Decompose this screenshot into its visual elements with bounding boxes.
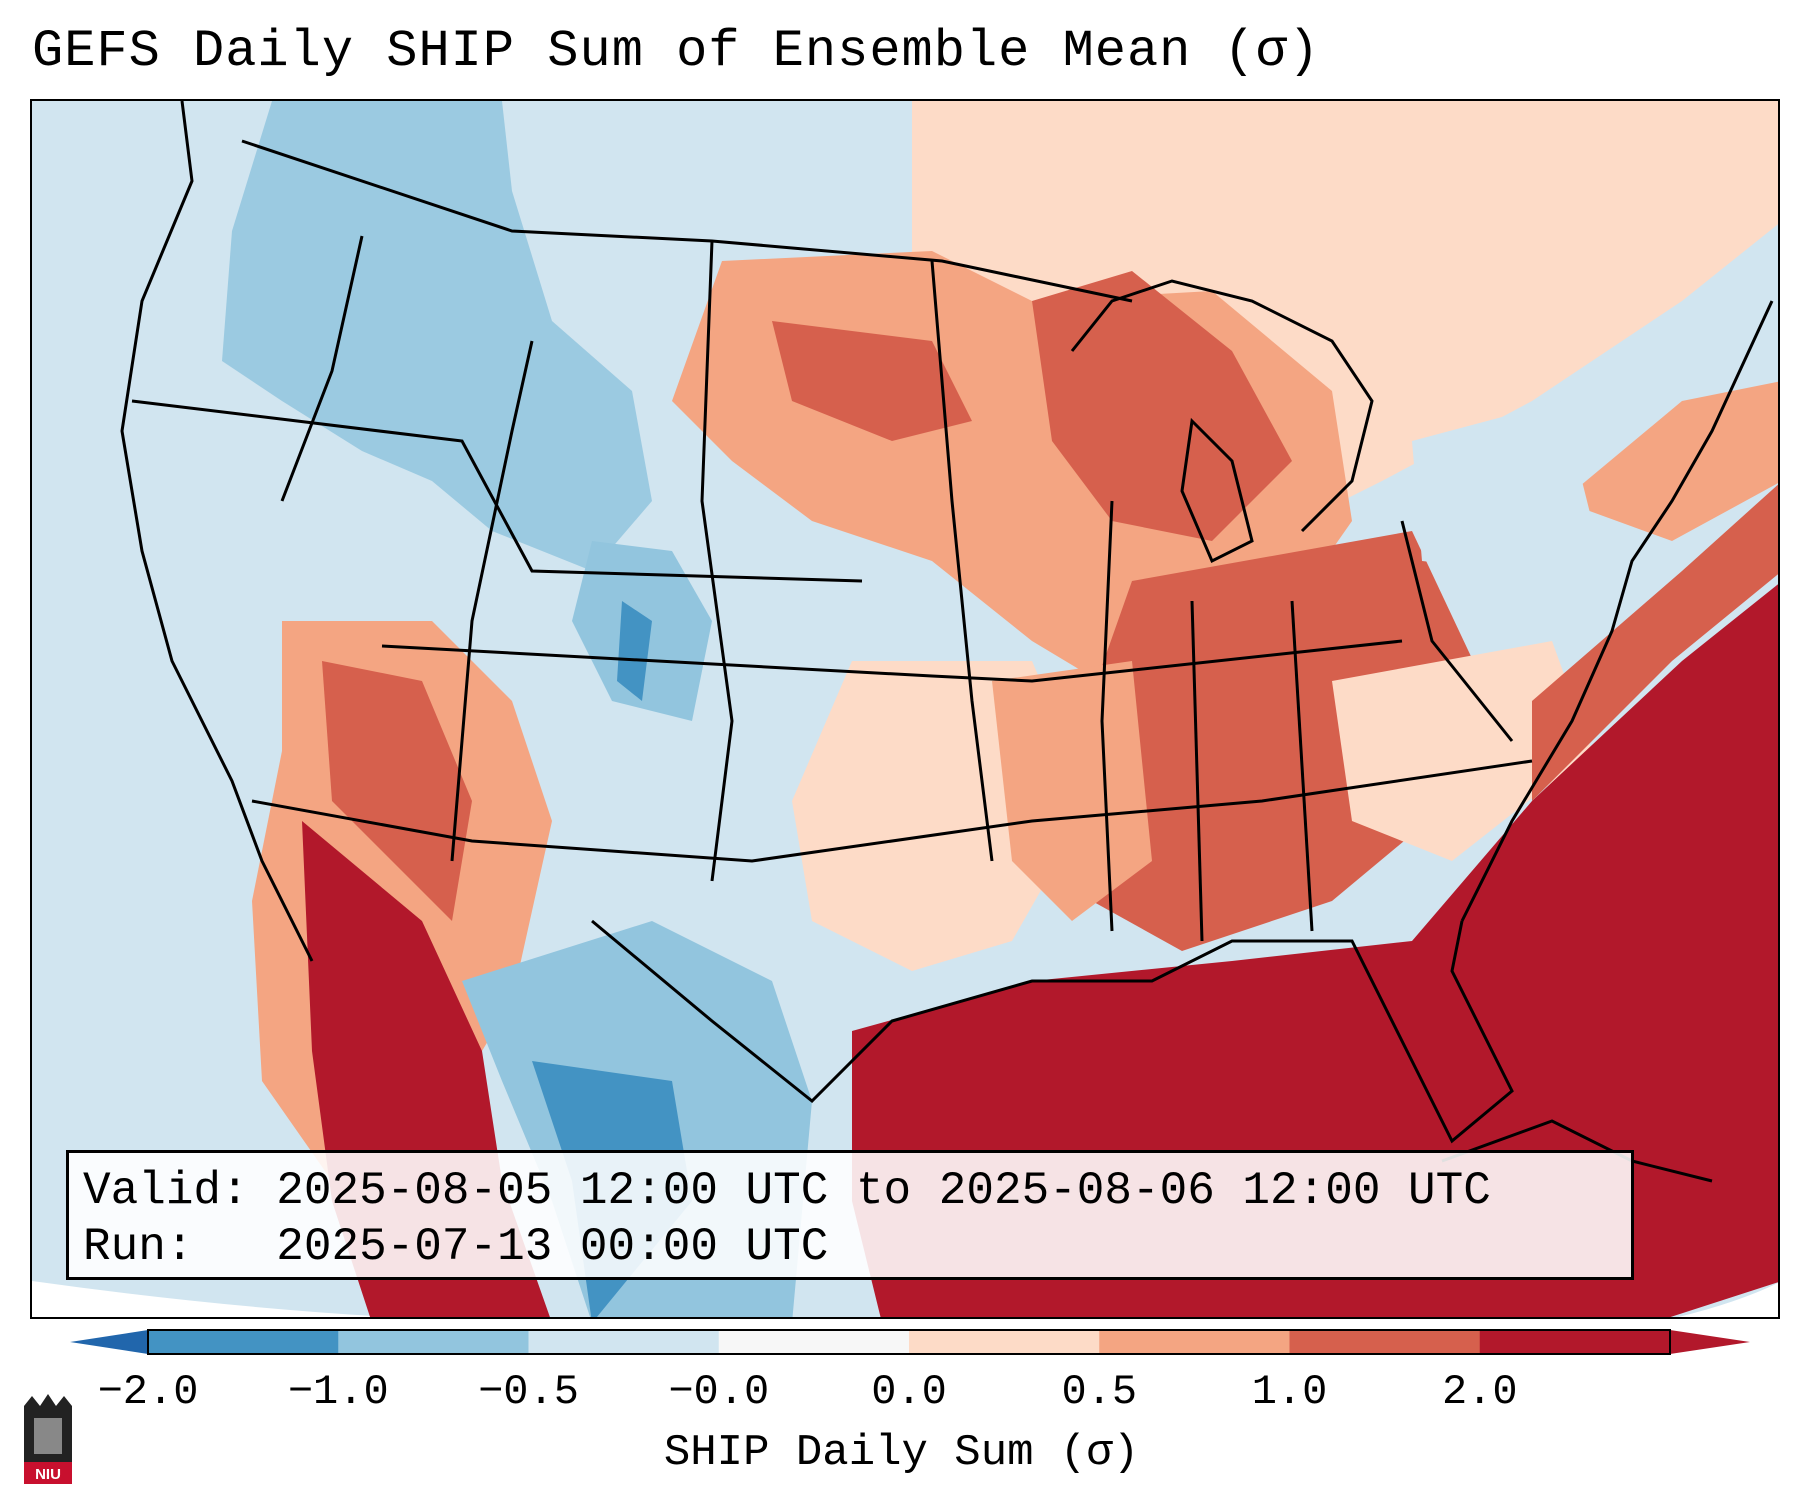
region-atlantic-edge-positive <box>1532 484 1778 801</box>
region-ohio-valley-positive <box>1072 531 1492 951</box>
region-arkansas-positive <box>992 661 1152 921</box>
valid-row: Valid: 2025-08-05 12:00 UTC to 2025-08-0… <box>83 1163 1617 1219</box>
colorbar-label: SHIP Daily Sum (σ) <box>663 1428 1140 1478</box>
pacific-coastline <box>120 101 314 962</box>
region-northeast-neutral <box>1412 401 1592 571</box>
state-line-mountain <box>450 340 534 862</box>
great-lakes-outline <box>1070 279 1374 533</box>
colorbar-extend-low <box>70 1330 148 1354</box>
colorbar-segment <box>1479 1330 1671 1354</box>
coastlines <box>120 101 1774 1183</box>
colorbar-segment <box>718 1330 910 1354</box>
map-panel <box>30 99 1780 1319</box>
gulf-coastline <box>591 919 1514 1144</box>
region-gulf-atlantic-strong-positive <box>852 584 1778 1317</box>
niu-logo-window <box>34 1418 62 1454</box>
run-label: Run: <box>83 1221 194 1273</box>
colorbar-tick-label: −1.0 <box>287 1368 389 1416</box>
lake-michigan-outline <box>1180 417 1254 564</box>
ship-field-map <box>32 101 1778 1317</box>
region-dakotas-positive <box>772 321 972 441</box>
colorbar-tick-label: −0.0 <box>668 1368 770 1416</box>
run-row: Run: 2025-07-13 00:00 UTC <box>83 1219 1617 1275</box>
valid-value: 2025-08-05 12:00 UTC to 2025-08-06 12:00… <box>276 1165 1491 1217</box>
projection-corner-se <box>1678 1282 1778 1317</box>
state-line-plains <box>700 240 734 882</box>
colorbar-outline <box>147 1329 1671 1355</box>
region-northwest-negative <box>222 101 652 571</box>
colorbar <box>70 1329 1750 1355</box>
state-line-middle <box>381 639 1403 683</box>
cuba-outline <box>1441 1119 1713 1183</box>
region-colorado-strong-negative <box>617 601 652 701</box>
region-new-england-positive <box>1562 381 1778 541</box>
state-line-mississippi <box>1100 500 1114 932</box>
run-value: 2025-07-13 00:00 UTC <box>276 1221 829 1273</box>
atlantic-coastline <box>1460 300 1774 922</box>
colorbar-segment <box>148 1330 339 1354</box>
colorbar-ticks: −2.0 −1.0 −0.5 −0.0 0.0 0.5 1.0 2.0 <box>0 1368 1803 1428</box>
colorbar-segment <box>338 1330 529 1354</box>
state-line-georgia <box>1290 600 1314 932</box>
colorbar-tick-label: 0.5 <box>1061 1368 1138 1416</box>
state-line-south <box>251 759 1533 863</box>
state-line-idaho <box>280 235 364 502</box>
boundary-lines <box>131 139 1533 942</box>
state-line-appalachian <box>1400 520 1514 742</box>
niu-logo-text: NIU <box>35 1466 61 1483</box>
colorbar-segment <box>909 1330 1100 1354</box>
colorbar-tick-label: 2.0 <box>1441 1368 1518 1416</box>
colorbar-tick-label: 1.0 <box>1251 1368 1328 1416</box>
niu-logo-banner <box>24 1462 72 1484</box>
colorbar-tick-label: −0.5 <box>478 1368 579 1416</box>
colorbar-segments <box>148 1330 1671 1354</box>
region-carolinas-positive <box>1332 641 1592 861</box>
colorbar-tick-label: −2.0 <box>97 1368 199 1416</box>
region-great-lakes-positive <box>1032 271 1292 541</box>
colorbar-segment <box>1289 1330 1481 1354</box>
valid-run-info-box: Valid: 2025-08-05 12:00 UTC to 2025-08-0… <box>66 1150 1634 1280</box>
colorbar-segment <box>1099 1330 1290 1354</box>
colorbar-extend-high <box>1670 1330 1750 1354</box>
projection-corner-sw <box>32 1281 390 1317</box>
colorbar-tick-label: 0.0 <box>871 1368 947 1416</box>
valid-label: Valid: <box>83 1165 249 1217</box>
state-line-alabama <box>1190 600 1204 942</box>
colorbar-segment <box>528 1330 720 1354</box>
niu-logo: NIU <box>24 1394 72 1484</box>
state-line-central <box>930 260 994 862</box>
map-title: GEFS Daily SHIP Sum of Ensemble Mean (σ) <box>32 22 1321 81</box>
region-arizona-positive <box>322 661 472 921</box>
